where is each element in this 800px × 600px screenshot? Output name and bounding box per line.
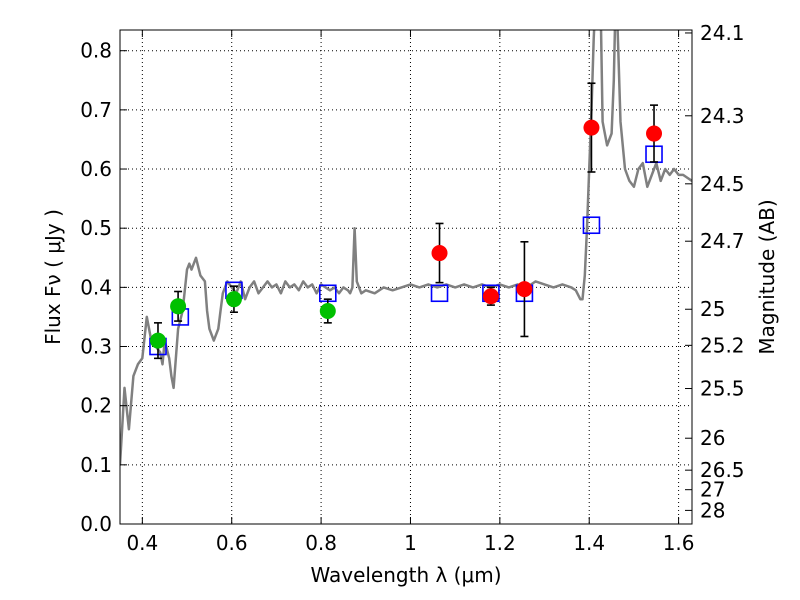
observed-point bbox=[431, 245, 448, 262]
y-tick-label: 0.4 bbox=[80, 275, 112, 299]
x-axis-title: Wavelength λ (μm) bbox=[310, 563, 501, 587]
observed-point bbox=[149, 332, 166, 349]
x-tick-label: 0.4 bbox=[126, 531, 158, 555]
observed-point bbox=[583, 119, 600, 136]
y-tick-label: 0.0 bbox=[80, 512, 112, 536]
grid bbox=[120, 30, 692, 525]
y-tick-label: 0.6 bbox=[80, 157, 112, 181]
x-tick-label: 1 bbox=[404, 531, 417, 555]
observed-point bbox=[319, 303, 336, 320]
y-tick-label: 0.2 bbox=[80, 394, 112, 418]
y-axis-right-title: Magnitude (AB) bbox=[755, 199, 779, 354]
observed-point bbox=[516, 281, 533, 298]
model-photometry-square bbox=[430, 284, 449, 303]
observed-point bbox=[646, 125, 663, 142]
observed-point bbox=[482, 288, 499, 305]
mag-tick-label: 26 bbox=[700, 426, 725, 450]
plot-frame bbox=[119, 29, 693, 525]
y-tick-label: 0.1 bbox=[80, 453, 112, 477]
mag-tick-label: 25 bbox=[700, 297, 725, 321]
tick-layer: 0.4 0.6 0.8 1 1.2 1.4 1.6 0.0 0.1 0.2 0.3 0.4 0.5 0.6… bbox=[80, 21, 744, 555]
mag-tick-label: 24.5 bbox=[700, 172, 745, 196]
mag-tick-label: 25.2 bbox=[700, 333, 745, 357]
spectrum-layer bbox=[120, 30, 692, 465]
observed-point bbox=[170, 298, 187, 315]
x-tick-label: 0.8 bbox=[305, 531, 337, 555]
x-tick-label: 1.2 bbox=[484, 531, 516, 555]
y-tick-label: 0.8 bbox=[80, 39, 112, 63]
mag-tick-label: 24.1 bbox=[700, 21, 745, 45]
x-tick-label: 1.4 bbox=[573, 531, 605, 555]
mag-tick-label: 26.5 bbox=[700, 458, 745, 482]
x-tick-label: 0.6 bbox=[216, 531, 248, 555]
mag-tick-label: 24.7 bbox=[700, 229, 745, 253]
mag-tick-label: 25.5 bbox=[700, 377, 745, 401]
mag-tick-label: 24.3 bbox=[700, 104, 745, 128]
mag-tick-label: 27 bbox=[700, 478, 725, 502]
model-photometry-square bbox=[582, 216, 601, 235]
observed-point bbox=[225, 291, 242, 308]
y-tick-label: 0.7 bbox=[80, 98, 112, 122]
y-tick-label: 0.3 bbox=[80, 335, 112, 359]
y-tick-label: 0.5 bbox=[80, 216, 112, 240]
x-tick-label: 1.6 bbox=[663, 531, 695, 555]
y-axis-title: Flux Fν ( μJy ) bbox=[41, 209, 65, 345]
spectrum-line bbox=[120, 30, 692, 465]
mag-tick-label: 28 bbox=[700, 498, 725, 522]
marker-layer bbox=[149, 82, 663, 360]
